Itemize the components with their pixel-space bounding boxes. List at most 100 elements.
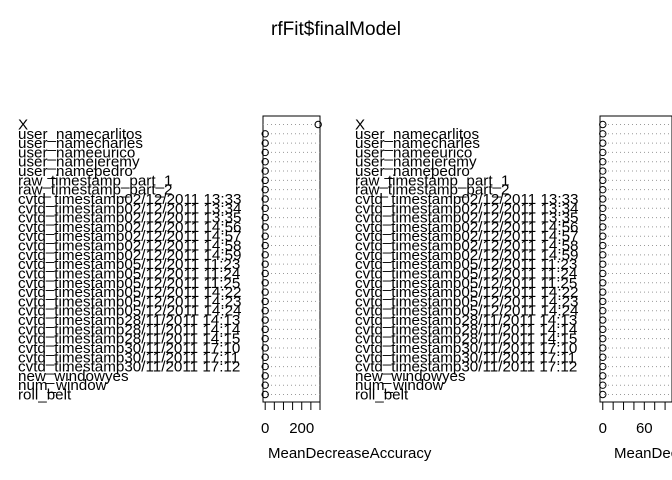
data-point bbox=[261, 269, 269, 278]
data-point bbox=[599, 185, 607, 194]
data-point bbox=[261, 316, 269, 324]
data-point bbox=[599, 139, 607, 147]
data-point bbox=[261, 334, 269, 343]
data-point bbox=[261, 213, 269, 222]
data-point bbox=[599, 251, 607, 259]
variable-label: cvtd_timestamp05/12/2011 11:24 bbox=[18, 265, 240, 282]
data-point bbox=[261, 279, 269, 287]
data-point bbox=[599, 279, 607, 287]
data-point bbox=[599, 176, 607, 185]
data-point bbox=[599, 344, 607, 352]
data-point bbox=[599, 204, 607, 212]
variable-label: cvtd_timestamp02/12/2011 13:35 bbox=[18, 210, 241, 227]
data-point bbox=[261, 167, 269, 175]
data-point bbox=[599, 325, 607, 334]
variable-label: cvtd_timestamp30/11/2011 17:12 bbox=[355, 359, 577, 376]
data-point bbox=[261, 223, 269, 231]
variable-label: raw_timestamp_part_2 bbox=[18, 182, 172, 199]
variable-label: user_nameeurico bbox=[18, 144, 135, 161]
data-point bbox=[261, 148, 269, 157]
data-point bbox=[261, 251, 269, 259]
data-point bbox=[599, 362, 607, 371]
data-point bbox=[599, 390, 607, 399]
data-point bbox=[599, 269, 607, 278]
variable-label: cvtd_timestamp02/12/2011 13:34 bbox=[355, 200, 578, 217]
variable-label: roll_belt bbox=[355, 387, 409, 404]
data-point bbox=[599, 120, 607, 129]
plot-box bbox=[262, 115, 321, 403]
variable-label: user_namecharles bbox=[18, 135, 143, 152]
x-tick-label: 200 bbox=[289, 420, 314, 437]
variable-label: cvtd_timestamp05/12/2011 14:22 bbox=[18, 284, 241, 301]
data-point bbox=[599, 288, 607, 296]
data-point bbox=[599, 241, 607, 250]
variable-label: cvtd_timestamp28/11/2011 14:15 bbox=[355, 331, 577, 348]
data-point bbox=[261, 288, 269, 296]
variable-label: cvtd_timestamp28/11/2011 14:14 bbox=[18, 321, 240, 338]
variable-label: cvtd_timestamp05/12/2011 14:22 bbox=[355, 284, 578, 301]
panel-1: Xuser_namecarlitosuser_namecharlesuser_n… bbox=[18, 115, 432, 462]
x-tick-label: 0 bbox=[599, 420, 607, 437]
data-point bbox=[261, 241, 269, 250]
variable-label: cvtd_timestamp28/11/2011 14:13 bbox=[18, 312, 240, 329]
variable-label: cvtd_timestamp28/11/2011 14:14 bbox=[355, 321, 577, 338]
variable-label: cvtd_timestamp02/12/2011 14:56 bbox=[18, 219, 241, 236]
data-point bbox=[599, 353, 607, 361]
variable-label: cvtd_timestamp02/12/2011 14:58 bbox=[18, 238, 241, 255]
data-point bbox=[261, 390, 269, 399]
variable-label: cvtd_timestamp28/11/2011 14:15 bbox=[18, 331, 240, 348]
data-point bbox=[261, 353, 269, 361]
data-point bbox=[261, 362, 269, 371]
x-tick-label: 60 bbox=[636, 420, 653, 437]
x-axis-title: MeanDecreaseGini bbox=[614, 445, 672, 462]
data-point bbox=[599, 381, 607, 389]
data-point bbox=[261, 176, 269, 185]
data-point bbox=[599, 158, 607, 166]
variable-label: cvtd_timestamp02/12/2011 13:33 bbox=[18, 191, 241, 208]
variable-label: user_namejeremy bbox=[355, 154, 477, 171]
data-point bbox=[599, 195, 607, 203]
data-point bbox=[261, 381, 269, 389]
data-point bbox=[599, 232, 607, 240]
variable-label: cvtd_timestamp30/11/2011 17:10 bbox=[355, 340, 577, 357]
data-point bbox=[261, 260, 269, 268]
variable-label: cvtd_timestamp05/12/2011 11:25 bbox=[18, 275, 240, 292]
data-point bbox=[599, 260, 607, 268]
variable-label: user_namejeremy bbox=[18, 154, 140, 171]
x-axis-title: MeanDecreaseAccuracy bbox=[268, 445, 432, 462]
variable-label: X bbox=[355, 117, 365, 134]
variable-label: cvtd_timestamp28/11/2011 14:13 bbox=[355, 312, 577, 329]
data-point bbox=[261, 195, 269, 203]
variable-label: cvtd_timestamp05/12/2011 14:24 bbox=[355, 303, 578, 320]
variable-label: roll_belt bbox=[18, 387, 72, 404]
data-point bbox=[599, 223, 607, 231]
variable-label: cvtd_timestamp05/12/2011 11:23 bbox=[355, 256, 577, 273]
variable-label: cvtd_timestamp05/12/2011 14:24 bbox=[18, 303, 241, 320]
data-point bbox=[599, 148, 607, 157]
data-point bbox=[261, 232, 269, 240]
variable-label: new_windowyes bbox=[18, 368, 129, 385]
data-point bbox=[599, 307, 607, 315]
variable-label: cvtd_timestamp02/12/2011 14:57 bbox=[18, 228, 241, 245]
variable-label: num_window bbox=[18, 377, 107, 394]
variable-label: cvtd_timestamp02/12/2011 13:35 bbox=[355, 210, 578, 227]
data-point bbox=[261, 307, 269, 315]
variable-label: cvtd_timestamp30/11/2011 17:12 bbox=[18, 359, 240, 376]
panel-2: Xuser_namecarlitosuser_namecharlesuser_n… bbox=[355, 115, 672, 462]
variable-label: user_nameeurico bbox=[355, 144, 472, 161]
data-point bbox=[599, 213, 607, 222]
variable-label: raw_timestamp_part_2 bbox=[355, 182, 509, 199]
variable-label: cvtd_timestamp05/12/2011 11:23 bbox=[18, 256, 240, 273]
data-point bbox=[261, 130, 269, 138]
chart-title: rfFit$finalModel bbox=[271, 19, 401, 40]
data-point bbox=[261, 139, 269, 147]
data-point bbox=[599, 167, 607, 175]
variable-label: X bbox=[18, 117, 28, 134]
variable-label: user_namecarlitos bbox=[355, 126, 479, 143]
variable-label: cvtd_timestamp05/12/2011 11:25 bbox=[355, 275, 577, 292]
variable-label: num_window bbox=[355, 377, 444, 394]
variable-label: raw_timestamp_part_1 bbox=[18, 172, 172, 189]
variable-label: cvtd_timestamp30/11/2011 17:11 bbox=[355, 349, 576, 366]
data-point bbox=[261, 204, 269, 212]
